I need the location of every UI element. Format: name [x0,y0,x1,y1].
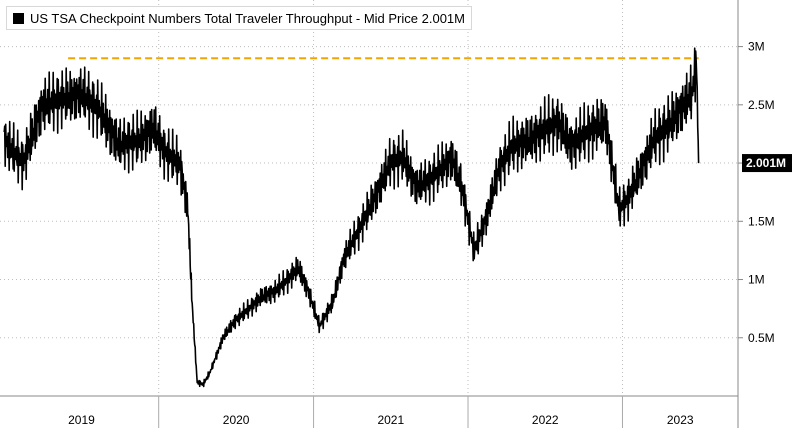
x-tick-label: 2019 [68,413,95,427]
chart-legend: US TSA Checkpoint Numbers Total Traveler… [6,6,472,30]
y-tick-label: 1.5M [748,214,775,228]
legend-swatch [13,12,24,24]
last-value-box [742,154,792,173]
y-tick-label: 1M [748,273,765,287]
y-tick-label: 0.5M [748,331,775,345]
x-tick-label: 2022 [532,413,559,427]
y-tick-label: 2.5M [748,98,775,112]
chart-title: US TSA Checkpoint Numbers Total Traveler… [30,10,465,26]
y-tick-label: 3M [748,40,765,54]
x-tick-label: 2021 [377,413,404,427]
x-tick-label: 2020 [223,413,250,427]
last-value-label: 2.001M [746,156,786,170]
x-tick-label: 2023 [667,413,694,427]
series-line [3,47,700,388]
